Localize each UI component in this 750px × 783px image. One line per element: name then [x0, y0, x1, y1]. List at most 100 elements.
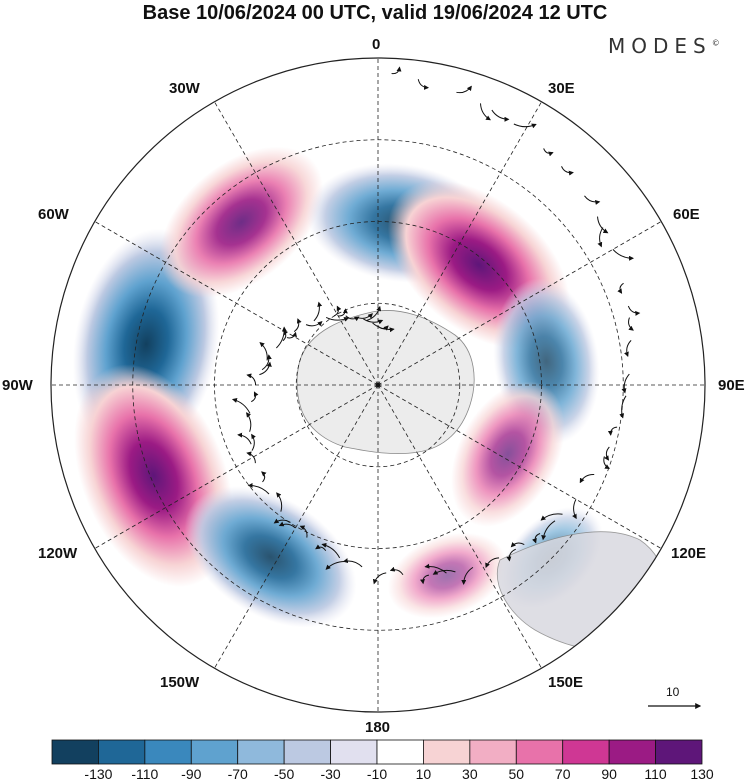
lon-label-90w: 90W [2, 377, 33, 394]
wind-vector [456, 85, 472, 94]
colorbar-swatch [190, 739, 239, 765]
wind-vector [391, 66, 402, 75]
wind-vector [417, 79, 430, 90]
colorbar-swatch [515, 739, 564, 765]
anomaly-center [184, 486, 357, 628]
wind-vector [607, 426, 618, 436]
wind-vector [278, 521, 296, 529]
colorbar-tick-label: -70 [227, 766, 248, 782]
wind-vector [628, 317, 634, 331]
lon-label-180: 180 [365, 719, 391, 736]
colorbar-tick-label: -130 [84, 766, 113, 782]
colorbar-tick-label: -30 [320, 766, 341, 782]
wind-vector [286, 331, 297, 339]
colorbar-tick-label: 90 [601, 766, 617, 782]
lon-label-60e: 60E [673, 206, 700, 223]
colorbar-tick-label: 50 [508, 766, 525, 782]
wind-vector [366, 305, 382, 321]
wind-vector [246, 373, 257, 386]
latitude-circle [295, 302, 461, 468]
lon-label-120e: 120E [671, 545, 707, 562]
colorbar-tick-label: 30 [462, 766, 478, 782]
meridian-line [377, 384, 542, 669]
lon-label-90e: 90E [718, 377, 745, 394]
meridian-line [377, 101, 542, 386]
wind-vector [621, 373, 630, 394]
wind-vector [342, 558, 363, 568]
wind-vector [237, 432, 252, 445]
wind-vector [485, 557, 500, 569]
wind-vector [432, 569, 456, 575]
colorbar-swatch [237, 739, 285, 765]
wind-vector [231, 398, 251, 414]
wind-vector [480, 103, 491, 121]
anomaly-center [387, 532, 507, 619]
wind-vector [321, 542, 341, 559]
reference-vector-label: 10 [666, 685, 680, 699]
colorbar-tick-label: 110 [644, 766, 667, 782]
lon-label-120w: 120W [38, 545, 78, 562]
colorbar-tick-label: -10 [366, 766, 388, 782]
wind-vector [420, 574, 430, 585]
wind-vector [338, 308, 348, 317]
colorbar [51, 739, 703, 765]
colorbar-swatch [608, 739, 656, 765]
anomaly-field [72, 146, 604, 628]
wind-vector [513, 123, 537, 129]
graticule [51, 58, 705, 712]
wind-vector [603, 456, 610, 470]
meridian-line [214, 384, 379, 669]
colorbar-swatch [376, 739, 424, 765]
colorbar-tick-label: -50 [274, 766, 295, 782]
anomaly-center [159, 146, 324, 298]
meridian-line [94, 384, 379, 549]
colorbar-tick-label: 130 [690, 766, 714, 782]
wind-vector [540, 513, 563, 521]
wind-vector [276, 492, 283, 512]
colorbar-swatch [144, 739, 192, 765]
wind-vector [604, 446, 610, 461]
wind-vector [245, 412, 252, 432]
colorbar-swatch [423, 739, 471, 765]
wind-vector [372, 572, 387, 585]
wind-vector [356, 313, 373, 319]
colorbar-swatch [562, 739, 610, 765]
wind-vector [579, 474, 595, 484]
wind-vector [617, 282, 624, 294]
wind-vector [305, 321, 323, 327]
colorbar-tick-label: 70 [554, 766, 571, 782]
colorbar-swatch [655, 739, 703, 765]
wind-vector [597, 227, 604, 248]
wind-vector [424, 563, 447, 574]
colorbar-tick-label: -110 [131, 766, 159, 782]
wind-vector [491, 109, 510, 122]
map-border [50, 57, 706, 713]
wind-vector [532, 533, 541, 544]
wind-vector [293, 318, 302, 332]
wind-vector [389, 566, 404, 576]
wind-vector [251, 391, 259, 403]
colorbar-tick-label: 10 [415, 766, 432, 782]
wind-vector [247, 482, 270, 495]
wind-vector [251, 433, 256, 451]
lon-label-150e: 150E [548, 674, 584, 691]
brand-logo: MODES© [608, 34, 720, 58]
wind-vector [510, 541, 525, 548]
wind-vector [261, 354, 272, 371]
lon-label-60w: 60W [38, 206, 69, 223]
lon-label-150w: 150W [160, 674, 200, 691]
wind-vector [299, 525, 308, 538]
wind-vector [627, 305, 641, 316]
lon-label-30e: 30E [548, 80, 575, 97]
wind-vector [372, 322, 395, 333]
colorbar-swatch [51, 739, 99, 765]
colorbar-swatch [283, 739, 331, 765]
wind-vector [541, 520, 556, 541]
colorbar-swatch [330, 739, 378, 765]
wind-vector [543, 148, 554, 157]
wind-vector [333, 305, 342, 317]
wind-vector [572, 499, 577, 520]
south-pole-marker [375, 382, 381, 388]
lon-label-0: 0 [372, 36, 381, 53]
wind-vector [561, 166, 574, 176]
